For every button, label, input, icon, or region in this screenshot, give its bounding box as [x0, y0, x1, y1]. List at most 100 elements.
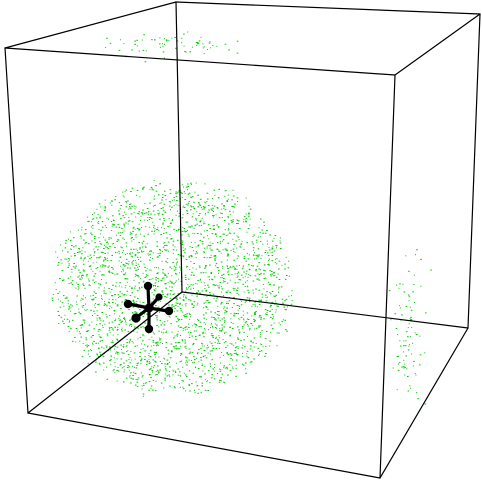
particle [260, 269, 262, 271]
particle [70, 310, 72, 312]
particle [221, 240, 223, 242]
particle [92, 218, 95, 220]
particle [182, 366, 184, 368]
particle [120, 205, 122, 206]
particle [171, 286, 173, 288]
particle [221, 203, 223, 205]
particle [221, 302, 223, 304]
particle [239, 319, 241, 321]
particle [219, 370, 222, 372]
particle [121, 327, 123, 329]
particle [161, 199, 163, 201]
particle [158, 267, 159, 269]
particle [80, 256, 82, 258]
particle [270, 305, 273, 307]
particle [121, 330, 123, 332]
particle [142, 393, 145, 395]
particle [142, 243, 144, 245]
particle [275, 294, 278, 296]
particle [211, 333, 213, 335]
particle [397, 334, 399, 336]
particle [249, 300, 251, 302]
particle [265, 250, 267, 251]
particle [288, 275, 290, 277]
particle [111, 221, 113, 223]
particle [134, 372, 137, 374]
particle [55, 289, 57, 291]
particle [104, 303, 106, 305]
particle [204, 230, 206, 232]
particle [172, 369, 174, 371]
molecule-icon[interactable] [123, 281, 174, 334]
particle [404, 345, 407, 347]
particle [238, 239, 240, 241]
particle [232, 368, 234, 370]
particle [132, 230, 134, 232]
particle [281, 321, 283, 323]
particle [210, 272, 213, 273]
particle [397, 355, 399, 357]
particle [148, 254, 150, 256]
particle [188, 235, 190, 237]
particle [284, 319, 286, 321]
particle [119, 364, 122, 366]
particle [102, 354, 104, 356]
particle [178, 319, 180, 320]
particle [183, 296, 184, 298]
particle [204, 223, 206, 225]
particle [153, 289, 155, 291]
particle [196, 353, 198, 355]
particle [189, 390, 191, 392]
particle [87, 350, 90, 352]
particle [162, 194, 164, 195]
particle [160, 280, 163, 282]
particle [137, 338, 139, 340]
particle [212, 368, 214, 370]
particle [248, 264, 250, 266]
particle [123, 265, 125, 267]
particle [400, 319, 402, 321]
particle [152, 298, 154, 300]
particle [192, 206, 194, 208]
particle [156, 273, 158, 274]
particle [199, 213, 201, 215]
particle [81, 275, 83, 276]
particle [119, 39, 121, 41]
particle [275, 302, 277, 304]
particle [232, 221, 234, 223]
particle [212, 325, 213, 327]
particle [131, 305, 133, 307]
particle [148, 358, 150, 360]
particle [137, 327, 139, 329]
particle [140, 233, 142, 235]
particle [143, 335, 145, 337]
particle [148, 259, 151, 261]
particle [257, 278, 259, 280]
particle [275, 276, 278, 278]
particle [148, 279, 151, 281]
particle [258, 326, 260, 328]
particle [230, 321, 232, 323]
particle [161, 278, 163, 280]
particle [160, 324, 162, 326]
particle [158, 339, 161, 341]
particle [128, 341, 130, 343]
particle [196, 223, 198, 225]
particle [117, 294, 120, 296]
particle [164, 368, 167, 370]
particle [99, 243, 101, 245]
particle [98, 317, 101, 319]
particle [420, 285, 422, 287]
particle [270, 331, 272, 333]
particle [67, 277, 70, 279]
particle [266, 310, 269, 311]
particle [214, 284, 216, 286]
particle [243, 318, 245, 320]
particle [152, 258, 154, 259]
particle [220, 252, 222, 254]
particle [176, 239, 179, 241]
particle [142, 315, 145, 317]
particle [114, 345, 117, 347]
particle [111, 255, 114, 256]
